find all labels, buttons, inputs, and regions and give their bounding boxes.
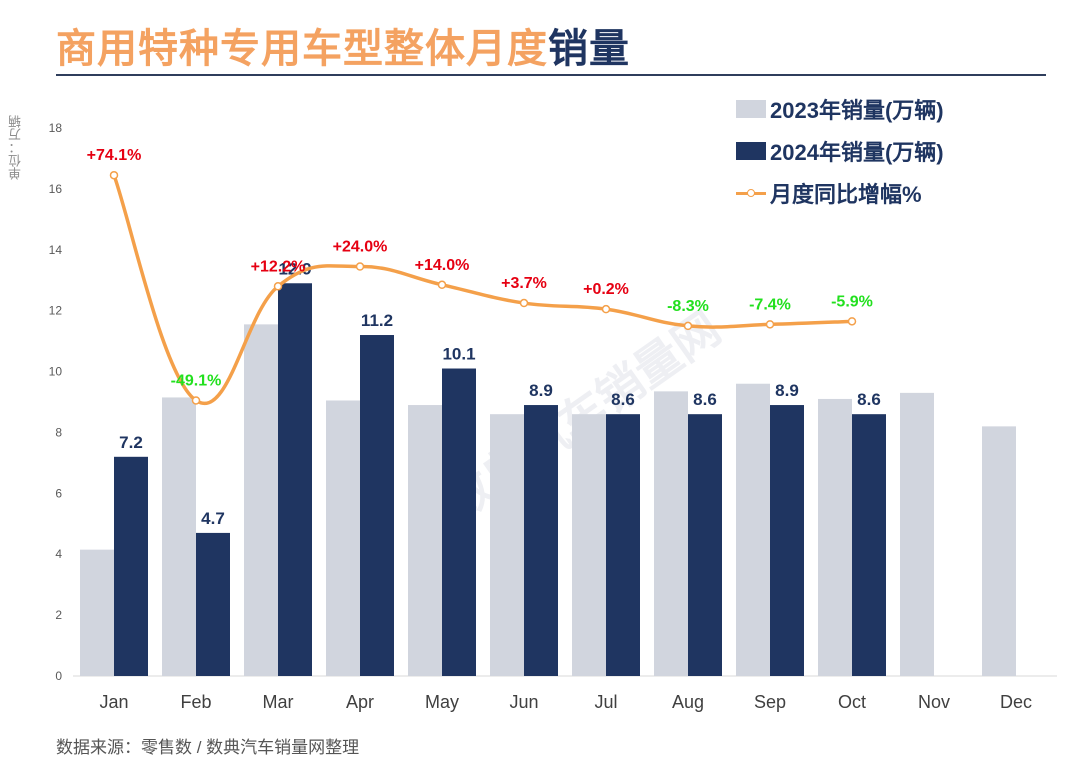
data-label-2024: 8.6	[857, 390, 881, 409]
growth-label: +74.1%	[87, 147, 142, 164]
bar-2023	[490, 414, 524, 676]
bar-2023	[900, 392, 934, 676]
bar-2023	[736, 383, 770, 676]
x-tick-label: Jun	[509, 692, 538, 712]
bar-2023	[80, 549, 114, 676]
growth-point	[191, 396, 201, 405]
growth-point	[109, 170, 119, 180]
bar-2024	[360, 335, 394, 676]
x-tick-label: May	[425, 692, 459, 712]
growth-point	[847, 317, 857, 326]
y-tick-label: 10	[49, 365, 63, 379]
x-tick-label: Aug	[672, 692, 704, 712]
legend-item-2023: 2023年销量(万辆)	[736, 88, 944, 130]
bar-2024	[196, 532, 230, 676]
growth-label: +14.0%	[415, 257, 470, 274]
source-note: 数据来源：零售数 / 数典汽车销量网整理	[56, 738, 360, 757]
x-tick-label: Jan	[99, 692, 128, 712]
data-label-2024: 7.2	[119, 433, 143, 452]
growth-label: -5.9%	[831, 293, 873, 310]
growth-label: -8.3%	[667, 298, 709, 315]
bar-2023	[572, 414, 606, 676]
legend-swatch-growth	[736, 184, 766, 202]
data-label-2024: 8.6	[611, 390, 635, 409]
x-tick-label: Oct	[838, 692, 866, 712]
bar-2024	[442, 368, 476, 676]
growth-point	[765, 320, 775, 329]
data-label-2024: 10.1	[442, 345, 475, 364]
title-part-1: 商用特种专用车型整体月度	[56, 27, 548, 71]
y-tick-label: 4	[55, 547, 62, 561]
title-divider	[56, 74, 1046, 76]
x-tick-label: Jul	[594, 692, 617, 712]
bar-2023	[326, 400, 360, 676]
bar-2024	[852, 414, 886, 676]
x-tick-label: Nov	[918, 692, 950, 712]
x-tick-label: Dec	[1000, 692, 1032, 712]
bar-2024	[524, 405, 558, 676]
bar-2023	[162, 397, 196, 676]
x-tick-label: Sep	[754, 692, 786, 712]
legend: 2023年销量(万辆) 2024年销量(万辆) 月度同比增幅%	[736, 88, 944, 214]
title-part-2: 销量	[548, 27, 630, 71]
bar-2024	[688, 414, 722, 676]
data-label-2024: 8.9	[775, 381, 799, 400]
legend-swatch-2024	[736, 142, 766, 160]
y-tick-label: 14	[49, 243, 63, 257]
y-tick-label: 0	[55, 669, 62, 683]
bar-2023	[818, 398, 852, 676]
growth-point	[601, 304, 611, 314]
y-tick-label: 18	[49, 121, 63, 135]
y-tick-label: 2	[55, 608, 62, 622]
legend-label-2023: 2023年销量(万辆)	[770, 98, 944, 123]
legend-item-growth: 月度同比增幅%	[736, 172, 944, 214]
data-label-2024: 11.2	[361, 311, 393, 330]
bar-2023	[408, 405, 442, 676]
data-label-2024: 4.7	[201, 509, 225, 528]
x-tick-label: Mar	[263, 692, 294, 712]
x-tick-label: Apr	[346, 692, 374, 712]
growth-label: +24.0%	[333, 239, 388, 256]
chart-title: 商用特种专用车型整体月度销量	[56, 16, 630, 74]
y-tick-label: 6	[55, 486, 62, 500]
y-tick-label: 8	[55, 425, 62, 439]
growth-point	[519, 298, 529, 308]
growth-point	[683, 321, 693, 331]
growth-point	[355, 262, 365, 271]
data-label-2024: 8.9	[529, 381, 553, 400]
legend-label-growth: 月度同比增幅%	[770, 182, 922, 207]
growth-label: +0.2%	[583, 281, 629, 298]
growth-label: -7.4%	[749, 296, 791, 313]
y-tick-label: 12	[49, 304, 63, 318]
x-tick-label: Feb	[180, 692, 211, 712]
growth-point	[437, 280, 447, 290]
growth-point	[273, 282, 283, 291]
data-label-2024: 8.6	[693, 390, 717, 409]
bar-2024	[770, 405, 804, 676]
bar-2023	[654, 391, 688, 676]
growth-label: -49.1%	[171, 372, 222, 389]
bar-2024	[114, 456, 148, 676]
legend-item-2024: 2024年销量(万辆)	[736, 130, 944, 172]
data-label-2024: 12.9	[278, 259, 311, 278]
legend-label-2024: 2024年销量(万辆)	[770, 140, 944, 165]
bar-2024	[278, 283, 312, 676]
growth-label: +3.7%	[501, 275, 547, 292]
bar-2023	[982, 426, 1016, 676]
growth-label: +12.2%	[251, 258, 306, 275]
bar-2024	[606, 414, 640, 676]
y-tick-label: 16	[49, 182, 63, 196]
legend-swatch-2023	[736, 100, 766, 118]
bar-2023	[244, 324, 278, 676]
